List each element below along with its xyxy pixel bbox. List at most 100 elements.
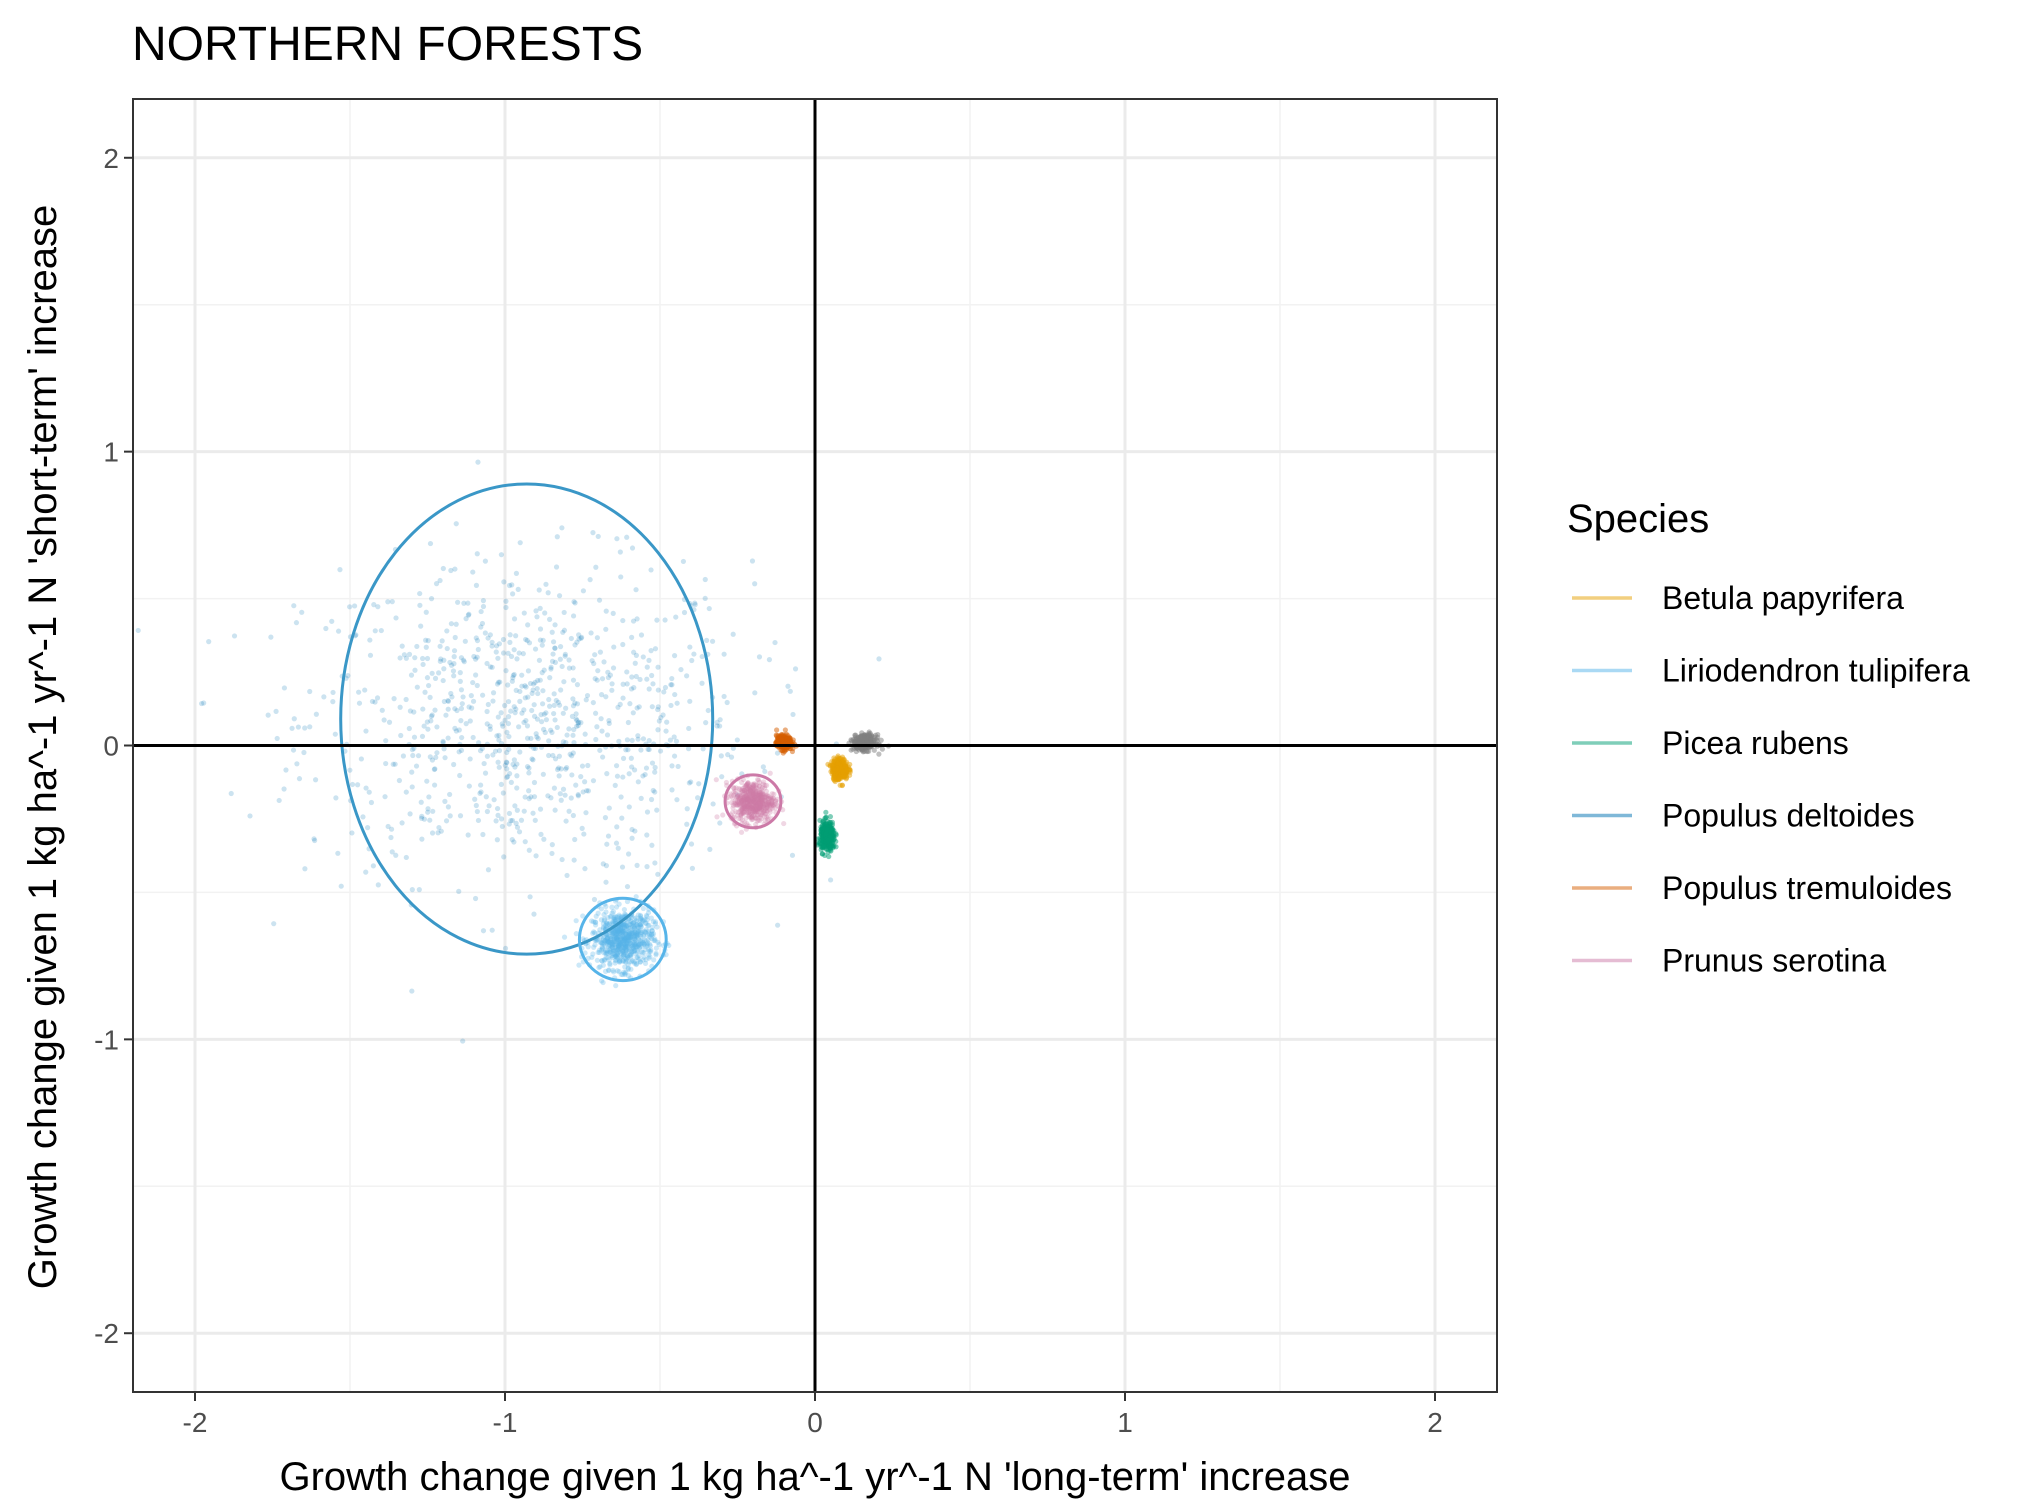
data-point	[521, 719, 527, 726]
data-point	[549, 850, 555, 857]
data-point	[738, 806, 745, 812]
data-point	[749, 796, 756, 802]
data-point	[765, 800, 772, 806]
data-point	[620, 948, 626, 954]
data-point	[472, 895, 479, 902]
data-point	[612, 934, 619, 940]
data-point	[649, 933, 655, 939]
data-point	[397, 704, 403, 710]
data-point	[649, 842, 655, 848]
data-point	[625, 925, 631, 931]
data-point	[768, 796, 775, 802]
data-point	[606, 939, 612, 945]
data-point	[757, 797, 764, 803]
data-point	[462, 638, 468, 644]
data-point	[717, 723, 723, 729]
confidence-ellipse	[339, 482, 715, 956]
data-point	[500, 790, 506, 796]
data-point	[742, 796, 748, 803]
data-point	[620, 953, 626, 960]
data-point	[604, 940, 610, 946]
data-point	[201, 700, 207, 706]
data-point	[510, 672, 516, 678]
data-point	[760, 803, 766, 809]
data-point	[558, 766, 564, 772]
data-point	[621, 950, 627, 956]
data-point	[623, 951, 629, 957]
data-point	[615, 928, 621, 935]
data-point	[616, 939, 622, 945]
data-point	[453, 521, 459, 527]
data-point	[754, 806, 760, 812]
data-point	[823, 831, 829, 837]
data-point	[756, 796, 762, 802]
data-point	[631, 945, 637, 951]
data-point	[513, 633, 519, 639]
data-point	[509, 817, 516, 824]
data-point	[637, 915, 644, 921]
data-point	[626, 935, 632, 941]
data-point	[632, 943, 638, 950]
data-point	[714, 723, 720, 729]
data-point	[522, 695, 528, 701]
data-point	[582, 866, 588, 872]
data-point	[634, 941, 640, 947]
data-point	[541, 726, 547, 732]
data-point	[535, 735, 541, 742]
data-point	[489, 664, 495, 670]
data-point	[393, 852, 399, 858]
data-point	[767, 809, 773, 815]
data-point	[744, 799, 750, 805]
data-point	[521, 610, 527, 616]
data-point	[624, 936, 630, 942]
data-point	[652, 789, 658, 795]
data-point	[611, 938, 617, 945]
data-point	[605, 955, 611, 961]
data-point	[558, 687, 564, 693]
data-point	[744, 784, 750, 791]
data-point	[750, 787, 756, 793]
data-point	[414, 684, 420, 690]
data-point	[504, 729, 510, 736]
data-point	[616, 945, 622, 951]
data-point	[612, 931, 618, 937]
data-point	[466, 611, 472, 617]
data-point	[743, 783, 749, 789]
data-point	[420, 706, 426, 712]
data-point	[539, 719, 545, 725]
data-point	[480, 598, 487, 604]
data-point	[265, 712, 271, 718]
data-point	[465, 612, 471, 618]
data-point	[614, 927, 620, 933]
data-point	[752, 796, 758, 802]
data-point	[758, 794, 764, 800]
data-point	[511, 616, 518, 622]
data-point	[609, 933, 616, 939]
data-point	[448, 567, 454, 574]
data-point	[468, 693, 474, 699]
data-point	[631, 939, 638, 945]
data-point	[367, 652, 374, 658]
data-point	[499, 823, 505, 830]
data-point	[556, 765, 562, 771]
data-point	[386, 719, 393, 725]
data-point	[611, 934, 618, 940]
data-point	[561, 679, 567, 685]
data-point	[579, 763, 586, 769]
data-point	[632, 934, 638, 940]
data-point	[618, 941, 624, 947]
data-point	[444, 628, 450, 634]
data-point	[613, 943, 619, 949]
data-point	[656, 941, 662, 948]
data-point	[743, 797, 750, 803]
data-point	[745, 797, 752, 803]
data-point	[612, 918, 618, 925]
data-point	[746, 811, 753, 818]
data-point	[431, 782, 438, 788]
data-point	[623, 959, 629, 965]
data-point	[760, 792, 766, 798]
data-point	[516, 829, 523, 835]
data-point	[399, 643, 405, 649]
data-point	[333, 795, 339, 801]
y-tick-label: 0	[103, 731, 119, 762]
